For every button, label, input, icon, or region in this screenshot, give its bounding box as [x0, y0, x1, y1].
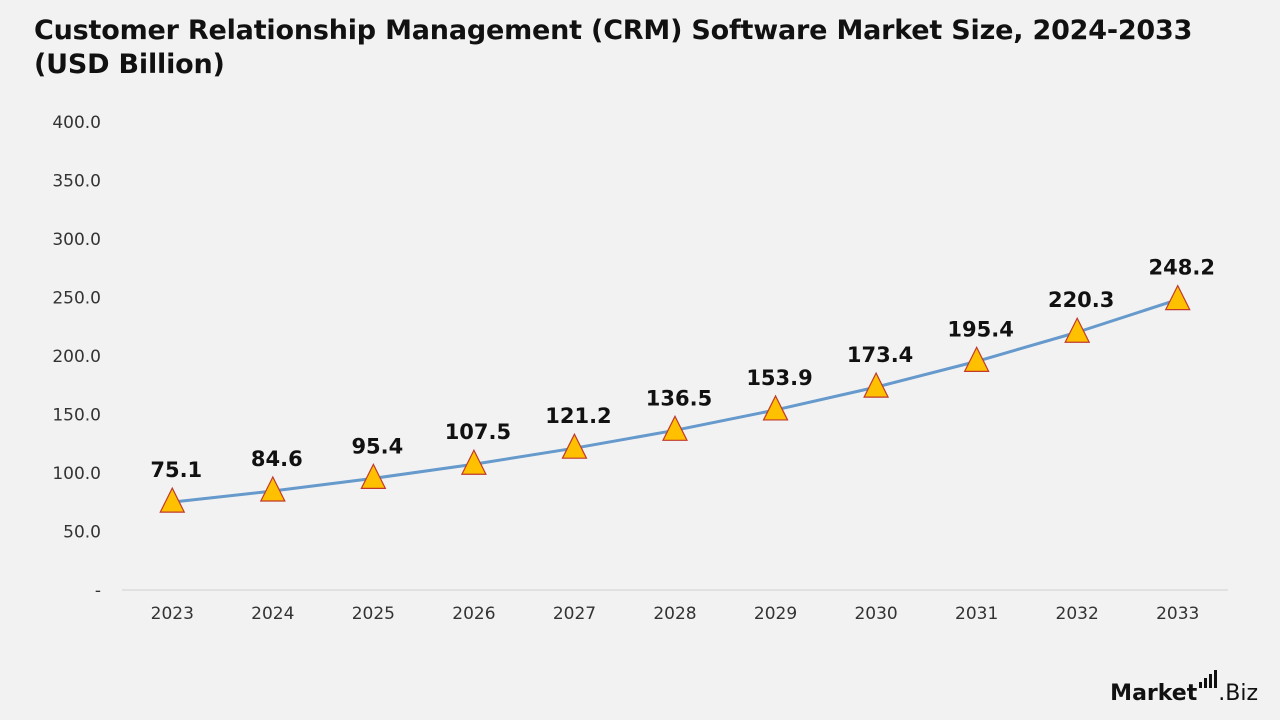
- data-labels: 75.1 84.6 95.4 107.5 121.2 136.5 153.9 173.4 195…: [150, 256, 1215, 483]
- chart-title: Customer Relationship Management (CRM) S…: [34, 15, 1193, 80]
- data-point-marker: [963, 346, 990, 372]
- marketbiz-logo: Market .Biz: [1110, 670, 1258, 706]
- x-tick-label: 2031: [955, 604, 998, 624]
- y-tick-label: 100.0: [52, 464, 101, 484]
- x-tick-label: 2025: [352, 604, 395, 624]
- x-tick-label: 2028: [653, 604, 696, 624]
- data-point-marker: [1164, 284, 1191, 311]
- data-point-marker: [460, 448, 487, 475]
- logo-bars-icon: [1199, 670, 1218, 688]
- data-label: 95.4: [351, 434, 403, 458]
- data-label: 220.3: [1048, 288, 1114, 312]
- data-point-marker: [762, 394, 789, 421]
- data-label: 173.4: [847, 343, 913, 367]
- data-point-marker: [1064, 316, 1091, 343]
- data-point-marker: [159, 486, 186, 513]
- data-label: 121.2: [545, 404, 611, 428]
- y-tick-label: 350.0: [52, 172, 101, 192]
- data-label: 248.2: [1149, 256, 1215, 280]
- x-tick-label: 2033: [1156, 604, 1199, 624]
- data-point-marker: [259, 475, 286, 502]
- series-markers: [159, 284, 1191, 513]
- x-tick-label: 2027: [553, 604, 596, 624]
- x-axis: 2023 2024 2025 2026 2027 2028 2029 2030 2031 2032…: [151, 604, 1200, 624]
- y-tick-label: 50.0: [63, 523, 101, 543]
- data-label: 75.1: [150, 458, 202, 482]
- data-label: 195.4: [947, 317, 1013, 341]
- x-tick-label: 2030: [854, 604, 897, 624]
- data-point-marker: [561, 432, 588, 459]
- y-tick-label: 200.0: [52, 347, 101, 367]
- logo-text-biz: .Biz: [1218, 681, 1258, 706]
- data-label: 153.9: [746, 366, 812, 390]
- y-tick-label: 150.0: [52, 406, 101, 426]
- y-tick-label: -: [95, 581, 101, 601]
- data-point-marker: [662, 414, 688, 441]
- x-tick-label: 2024: [251, 604, 294, 624]
- x-tick-label: 2026: [452, 604, 495, 624]
- x-tick-label: 2029: [754, 604, 797, 624]
- y-axis: - 50.0 100.0 150.0 200.0 250.0 300.0 350.0 400.0: [52, 113, 101, 601]
- y-tick-label: 400.0: [52, 113, 101, 133]
- logo-text-market: Market: [1110, 681, 1198, 706]
- data-label: 136.5: [646, 386, 712, 410]
- data-label: 107.5: [445, 420, 511, 444]
- x-tick-label: 2023: [151, 604, 194, 624]
- y-tick-label: 300.0: [52, 230, 101, 250]
- data-point-marker: [863, 371, 890, 398]
- y-tick-label: 250.0: [52, 289, 101, 309]
- x-tick-label: 2032: [1056, 604, 1099, 624]
- data-label: 84.6: [251, 447, 303, 471]
- data-point-marker: [360, 463, 387, 489]
